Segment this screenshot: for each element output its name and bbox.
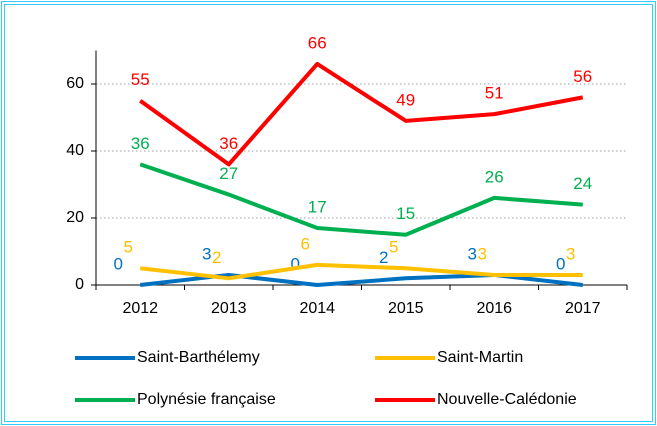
legend-label: Saint-Barthélemy [137,349,260,366]
data-label: 66 [308,33,327,52]
data-label: 15 [396,204,415,223]
x-tick-label: 2013 [211,300,247,317]
x-tick-label: 2016 [476,300,512,317]
x-tick-label: 2015 [388,300,424,317]
data-label: 3 [468,244,477,263]
y-tick-label: 0 [75,276,84,293]
data-label: 3 [478,244,487,263]
data-label: 36 [219,134,238,153]
data-label: 2 [212,248,221,267]
frame-inner [4,4,653,422]
data-label: 5 [124,238,133,257]
y-tick-label: 20 [66,209,84,226]
x-tick-label: 2012 [122,300,158,317]
data-label: 0 [556,254,565,273]
series-line [139,162,583,237]
data-label: 5 [389,238,398,257]
data-label: 6 [301,234,310,253]
data-label: 17 [308,198,327,217]
legend-label: Saint-Martin [437,349,523,366]
data-label: 2 [379,248,388,267]
x-tick-label: 2017 [565,300,601,317]
series-line [139,61,584,167]
y-tick-label: 60 [66,75,84,92]
data-label: 36 [131,134,150,153]
data-label: 26 [485,167,504,186]
x-tick-label: 2014 [299,300,335,317]
data-label: 3 [566,244,575,263]
data-label: 55 [131,70,150,89]
data-label: 56 [573,67,592,86]
series-line [140,262,583,281]
y-tick-label: 40 [66,142,84,159]
legend-label: Nouvelle-Calédonie [437,391,577,408]
data-label: 0 [291,254,300,273]
legend-label: Polynésie française [137,391,276,408]
data-label: 51 [485,84,504,103]
data-label: 24 [573,174,592,193]
data-label: 3 [202,244,211,263]
data-label: 27 [219,164,238,183]
data-label: 0 [114,254,123,273]
data-label: 49 [396,90,415,109]
